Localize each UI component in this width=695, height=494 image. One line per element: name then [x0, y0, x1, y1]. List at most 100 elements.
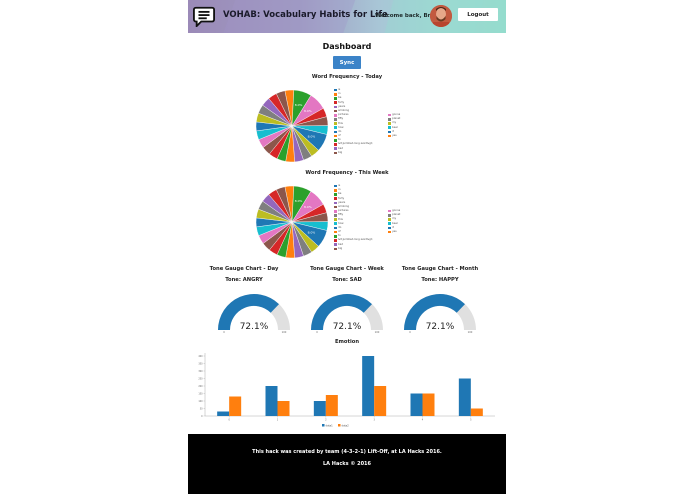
pie-today-title: Word Frequency - Today — [311, 74, 383, 80]
pie-slice[interactable] — [276, 186, 293, 223]
gauge-week-title: Tone Gauge Chart - Week — [310, 266, 384, 272]
legend-item[interactable]: of — [334, 134, 373, 138]
legend-item[interactable]: is — [334, 184, 373, 188]
legend-item[interactable]: of — [334, 230, 373, 234]
legend-item[interactable]: my — [388, 217, 400, 221]
legend-item[interactable]: beer — [388, 126, 400, 130]
legend-item[interactable]: &lt;jumbled-long-word&gt; — [334, 142, 373, 146]
svg-text:3: 3 — [373, 419, 375, 422]
emotion-bar-chart[interactable]: 0 50 100 150 200 250 300 350 400 0 1 2 3 4 5 data1 data2 — [195, 346, 500, 434]
avatar[interactable] — [430, 5, 452, 27]
svg-text:1: 1 — [277, 419, 279, 422]
legend-item[interactable]: forty — [334, 101, 373, 105]
legend-item[interactable]: yes — [388, 134, 400, 138]
legend-item[interactable]: planet — [388, 117, 400, 121]
gauge-month: 72.1% 0 100 — [404, 294, 476, 334]
legend-item[interactable]: to — [334, 138, 373, 142]
pie-week-legend: is in be forty years smoking pictures fifty this… — [334, 184, 373, 251]
svg-text:0: 0 — [223, 330, 225, 334]
legend-item[interactable]: in — [334, 92, 373, 96]
svg-text:8.0%: 8.0% — [295, 199, 303, 203]
legend-item[interactable]: is — [334, 88, 373, 92]
svg-text:8.0%: 8.0% — [308, 230, 316, 234]
legend-item[interactable]: it — [388, 130, 400, 134]
svg-text:350: 350 — [198, 362, 203, 365]
legend-item[interactable]: fifty — [334, 117, 373, 121]
bar[interactable] — [313, 401, 326, 416]
legend-item[interactable]: pictures — [334, 113, 373, 117]
legend-item[interactable]: gonna — [388, 209, 400, 213]
svg-text:5: 5 — [470, 419, 472, 422]
speech-bubble-icon[interactable] — [193, 5, 215, 27]
legend-item[interactable]: how — [334, 222, 373, 226]
pie-slice[interactable] — [276, 90, 293, 127]
sync-button[interactable]: Sync — [333, 56, 361, 69]
legend-item[interactable]: years — [334, 105, 373, 109]
legend-item[interactable]: it — [388, 226, 400, 230]
svg-text:50: 50 — [200, 407, 203, 410]
gauge-week: 72.1% 0 100 — [311, 294, 383, 334]
legend-item[interactable]: to — [334, 234, 373, 238]
footer-credit: This hack was created by team (4-3-2-1) … — [252, 449, 442, 455]
legend-item[interactable]: gonna — [388, 113, 400, 117]
legend-item[interactable]: bad — [334, 147, 373, 151]
emotion-title: Emotion — [334, 339, 360, 345]
bar[interactable] — [265, 386, 278, 416]
svg-text:8.0%: 8.0% — [308, 134, 316, 138]
legend-item[interactable]: my — [388, 121, 400, 125]
footer: This hack was created by team (4-3-2-1) … — [188, 434, 506, 494]
legend-item[interactable]: smoking — [334, 109, 373, 113]
legend-item[interactable]: be — [334, 192, 373, 196]
bar[interactable] — [410, 393, 423, 417]
legend-item[interactable]: how — [334, 126, 373, 130]
svg-text:8.0%: 8.0% — [304, 109, 312, 113]
pie-today-legend: is in be forty years smoking pictures fifty this… — [334, 88, 373, 155]
legend-item[interactable]: big — [334, 247, 373, 251]
svg-text:8.0%: 8.0% — [295, 103, 303, 107]
legend-item[interactable]: planet — [388, 213, 400, 217]
gauge-day: 72.1% 0 100 — [218, 294, 290, 334]
legend-item[interactable]: fifty — [334, 213, 373, 217]
legend-item[interactable]: pictures — [334, 209, 373, 213]
gauge-day-tone: Tone: ANGRY — [225, 277, 263, 283]
legend-item[interactable]: this — [334, 122, 373, 126]
legend-item[interactable]: &lt;jumbled-long-word&gt; — [334, 238, 373, 242]
bar[interactable] — [458, 378, 471, 417]
svg-text:0: 0 — [228, 419, 230, 422]
svg-text:0: 0 — [316, 330, 318, 334]
legend-item[interactable]: be — [334, 96, 373, 100]
bar[interactable] — [229, 396, 242, 417]
gauge-month-title: Tone Gauge Chart - Month — [401, 266, 479, 272]
svg-text:150: 150 — [198, 392, 203, 395]
pie-chart-today[interactable]: 8.0%8.0%8.0% — [254, 88, 330, 164]
bar[interactable] — [422, 393, 435, 417]
legend-item[interactable]: in — [334, 188, 373, 192]
gauge-day-value: 72.1% — [240, 322, 269, 332]
svg-text:100: 100 — [282, 330, 287, 334]
gauge-day-title: Tone Gauge Chart - Day — [209, 266, 279, 272]
app-title: VOHAB: Vocabulary Habits for Life — [223, 10, 388, 20]
legend-item[interactable]: smoking — [334, 205, 373, 209]
bar[interactable] — [277, 401, 290, 416]
legend-item[interactable]: bad — [334, 243, 373, 247]
bar[interactable] — [217, 411, 230, 417]
bar[interactable] — [362, 356, 375, 416]
legend-item[interactable]: forty — [334, 197, 373, 201]
header-bar: VOHAB: Vocabulary Habits for Life Welcom… — [188, 0, 506, 33]
svg-text:100: 100 — [468, 330, 473, 334]
legend-item[interactable]: years — [334, 201, 373, 205]
pie-week-legend-col2: gonna planet my beer it yes — [388, 209, 400, 234]
legend-item[interactable]: do — [334, 226, 373, 230]
legend-item[interactable]: do — [334, 130, 373, 134]
logout-button[interactable]: Logout — [458, 8, 498, 21]
svg-text:400: 400 — [198, 355, 203, 358]
bar[interactable] — [374, 386, 387, 416]
welcome-text: Welcome back, Brett — [375, 13, 440, 19]
legend-item[interactable]: yes — [388, 230, 400, 234]
legend-item[interactable]: beer — [388, 222, 400, 226]
pie-chart-week[interactable]: 8.0%8.0%8.0% — [254, 184, 330, 260]
legend-item[interactable]: this — [334, 218, 373, 222]
bar[interactable] — [470, 408, 483, 417]
bar[interactable] — [325, 395, 338, 416]
legend-item[interactable]: big — [334, 151, 373, 155]
